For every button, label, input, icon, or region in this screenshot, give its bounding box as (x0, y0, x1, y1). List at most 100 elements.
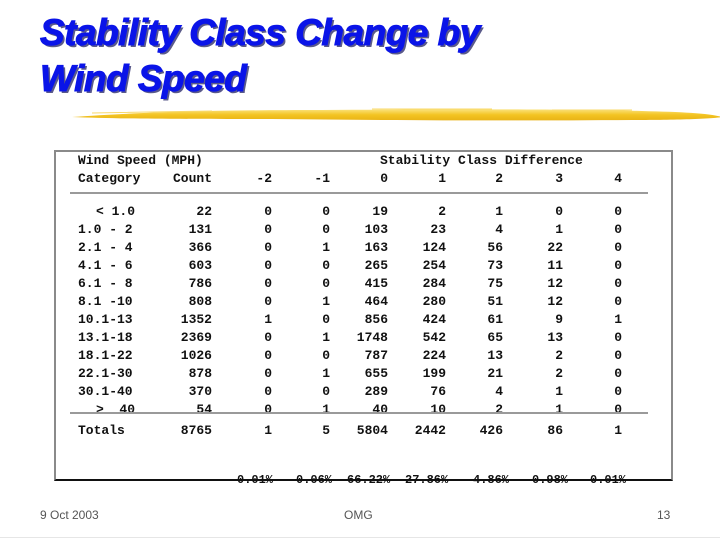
table-row-5-diff-minus-2: 0 (264, 294, 272, 309)
table-row-4-count: 786 (188, 276, 212, 291)
table-row-11-count: 54 (196, 402, 212, 417)
table-row-2-diff-0: 163 (364, 240, 388, 255)
header-wind-speed: Wind Speed (MPH) (78, 153, 203, 168)
table-row-4-diff-4: 0 (614, 276, 622, 291)
header-diff-minus-1: -1 (314, 171, 330, 186)
percentage-4: 4.86% (473, 473, 510, 487)
table-row-3-diff-3: 11 (547, 258, 563, 273)
percentage-6: 0.01% (590, 473, 627, 487)
table-row-11-diff-1: 10 (430, 402, 446, 417)
table-row-11-diff-4: 0 (614, 402, 622, 417)
totals-separator (70, 412, 648, 414)
table-row-0-category: < 1.0 (96, 204, 136, 219)
table-row-11-diff-3: 1 (555, 402, 563, 417)
table-row-8-diff-3: 2 (555, 348, 563, 363)
totals-row-category: Totals (78, 423, 125, 438)
table-row-5-diff-3: 12 (547, 294, 563, 309)
table-row-2-category: 2.1 - 4 (78, 240, 133, 255)
header-diff-4: 4 (614, 171, 622, 186)
title-line-1: Stability Class Change by (40, 12, 481, 54)
table-row-7-diff-minus-1: 1 (322, 330, 330, 345)
table-row-2-diff-2: 56 (487, 240, 503, 255)
slide-title: Stability Class Change by Wind Speed (40, 10, 481, 102)
table-row-9-diff-1: 199 (422, 366, 446, 381)
table-row-9-count: 878 (188, 366, 212, 381)
table-row-0-diff-0: 19 (372, 204, 388, 219)
table-row-10-category: 30.1-40 (78, 384, 133, 399)
table-row-11-diff-2: 2 (495, 402, 503, 417)
table-row-6-diff-0: 856 (364, 312, 388, 327)
table-row-0-diff-4: 0 (614, 204, 622, 219)
table-row-1-diff-1: 23 (430, 222, 446, 237)
table-row-3-count: 603 (188, 258, 212, 273)
table-row-7-category: 13.1-18 (78, 330, 133, 345)
footer-center: OMG (344, 508, 373, 522)
table-row-9-diff-4: 0 (614, 366, 622, 381)
totals-row-diff-3: 86 (547, 423, 563, 438)
table-row-10-diff-4: 0 (614, 384, 622, 399)
table-row-7-diff-minus-2: 0 (264, 330, 272, 345)
table-row-8-category: 18.1-22 (78, 348, 133, 363)
table-row-6-diff-minus-2: 1 (264, 312, 272, 327)
table-row-7-diff-3: 13 (547, 330, 563, 345)
table-row-5-category: 8.1 -10 (78, 294, 133, 309)
table-row-6-count: 1352 (180, 312, 212, 327)
table-row-1-diff-minus-2: 0 (264, 222, 272, 237)
table-row-1-diff-minus-1: 0 (322, 222, 330, 237)
table-row-6-category: 10.1-13 (78, 312, 133, 327)
table-row-8-diff-minus-1: 0 (322, 348, 330, 363)
percentage-0: 0.01% (237, 473, 274, 487)
footer-divider (0, 537, 720, 538)
table-row-7-count: 2369 (180, 330, 212, 345)
totals-row-diff-minus-1: 5 (322, 423, 330, 438)
table-row-8-diff-4: 0 (614, 348, 622, 363)
table-row-4-diff-0: 415 (364, 276, 388, 291)
table-row-1-diff-0: 103 (364, 222, 388, 237)
percentage-1: 0.06% (296, 473, 333, 487)
percentage-5: 0.98% (532, 473, 569, 487)
table-row-3-diff-minus-1: 0 (322, 258, 330, 273)
table-row-3-diff-2: 73 (487, 258, 503, 273)
table-row-2-count: 366 (188, 240, 212, 255)
table-row-3-category: 4.1 - 6 (78, 258, 133, 273)
footer-page-number: 13 (657, 508, 671, 522)
table-row-4-diff-3: 12 (547, 276, 563, 291)
title-line-2: Wind Speed (40, 58, 248, 100)
table-row-8-diff-minus-2: 0 (264, 348, 272, 363)
table-row-4-category: 6.1 - 8 (78, 276, 133, 291)
table-row-0-diff-1: 2 (438, 204, 446, 219)
table-row-6-diff-minus-1: 0 (322, 312, 330, 327)
header-stability-class-difference: Stability Class Difference (380, 153, 583, 168)
table-row-10-diff-minus-1: 0 (322, 384, 330, 399)
table-row-2-diff-minus-2: 0 (264, 240, 272, 255)
table-frame (54, 150, 673, 481)
table-row-7-diff-0: 1748 (356, 330, 388, 345)
table-row-9-diff-3: 2 (555, 366, 563, 381)
header-category: Category (78, 171, 141, 186)
table-row-11-category: > 40 (96, 402, 136, 417)
totals-row-diff-2: 426 (479, 423, 503, 438)
table-row-10-diff-minus-2: 0 (264, 384, 272, 399)
table-row-3-diff-1: 254 (422, 258, 446, 273)
table-row-11-diff-0: 40 (372, 402, 388, 417)
table-row-8-diff-0: 787 (364, 348, 388, 363)
totals-row-diff-0: 5804 (356, 423, 388, 438)
table-row-6-diff-3: 9 (555, 312, 563, 327)
header-diff-minus-2: -2 (256, 171, 272, 186)
totals-row-diff-minus-2: 1 (264, 423, 272, 438)
table-row-9-category: 22.1-30 (78, 366, 133, 381)
table-row-11-diff-minus-1: 1 (322, 402, 330, 417)
table-row-0-diff-minus-2: 0 (264, 204, 272, 219)
table-row-5-diff-0: 464 (364, 294, 388, 309)
table-row-8-count: 1026 (180, 348, 212, 363)
header-diff-1: 1 (438, 171, 446, 186)
header-count: Count (172, 171, 212, 186)
table-row-3-diff-minus-2: 0 (264, 258, 272, 273)
table-row-10-count: 370 (188, 384, 212, 399)
table-row-5-diff-minus-1: 1 (322, 294, 330, 309)
table-row-1-diff-2: 4 (495, 222, 503, 237)
table-row-10-diff-3: 1 (555, 384, 563, 399)
table-row-9-diff-minus-2: 0 (264, 366, 272, 381)
table-row-6-diff-4: 1 (614, 312, 622, 327)
table-row-10-diff-2: 4 (495, 384, 503, 399)
